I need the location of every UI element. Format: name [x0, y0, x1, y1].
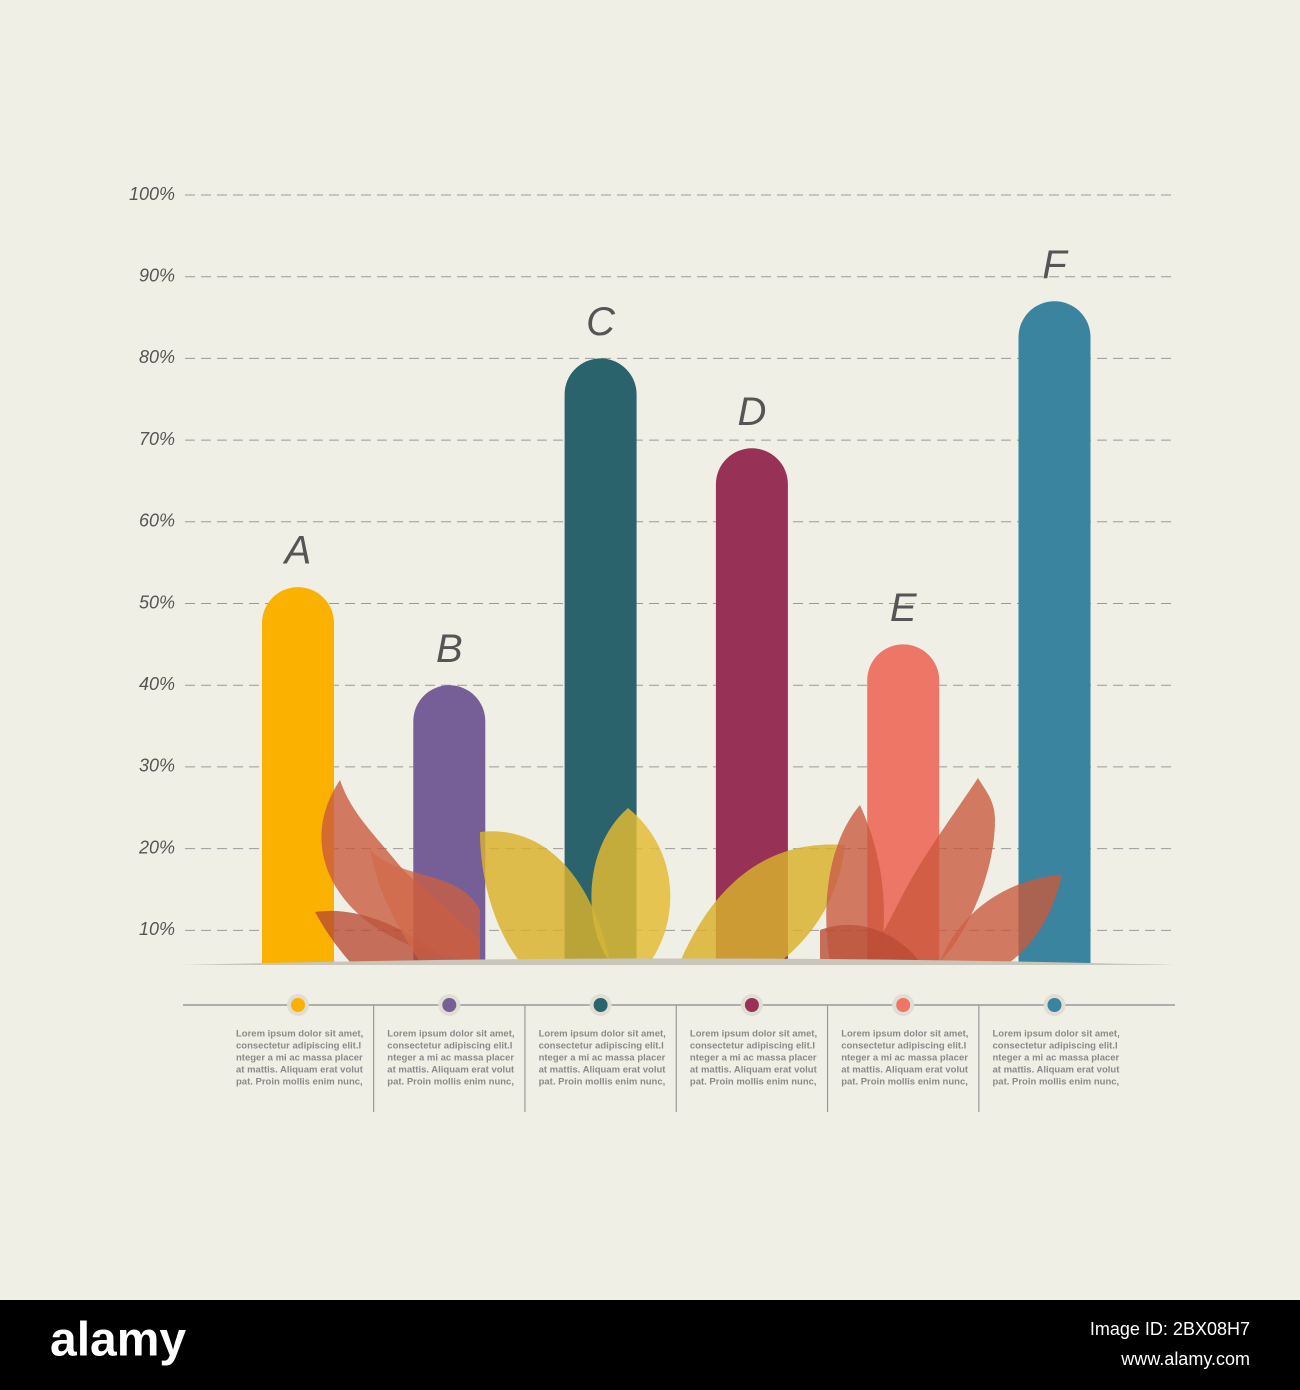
description-line: at mattis. Aliquam erat volut	[993, 1065, 1121, 1076]
description-line: consectetur adipiscing elit.I	[841, 1041, 966, 1052]
description-line: nteger a mi ac massa placer	[539, 1053, 666, 1064]
legend-dot	[744, 998, 759, 1012]
description-line: Lorem ipsum dolor sit amet,	[841, 1029, 968, 1040]
footer-brand: alamy	[50, 1314, 186, 1367]
description-line: nteger a mi ac massa placer	[387, 1053, 514, 1064]
y-tick-label: 20%	[138, 837, 175, 857]
description-line: pat. Proin mollis enim nunc,	[387, 1077, 514, 1088]
y-tick-label: 70%	[139, 429, 175, 449]
description-line: at mattis. Aliquam erat volut	[841, 1065, 969, 1076]
description-line: pat. Proin mollis enim nunc,	[993, 1077, 1120, 1088]
y-tick-label: 100%	[129, 184, 175, 204]
legend-dot	[896, 998, 911, 1012]
description-line: consectetur adipiscing elit.I	[690, 1041, 815, 1052]
y-tick-label: 30%	[139, 756, 175, 776]
y-tick-label: 90%	[139, 265, 175, 285]
category-label: B	[436, 627, 463, 671]
description-line: at mattis. Aliquam erat volut	[539, 1065, 667, 1076]
description-line: Lorem ipsum dolor sit amet,	[387, 1029, 514, 1040]
category-label: A	[283, 529, 312, 573]
category-label: D	[737, 390, 766, 434]
footer-image-id: Image ID: 2BX08H7	[1090, 1319, 1250, 1339]
description-line: consectetur adipiscing elit.I	[993, 1041, 1118, 1052]
category-label: F	[1042, 243, 1069, 287]
footer-bar	[0, 1300, 1300, 1390]
description-line: at mattis. Aliquam erat volut	[236, 1065, 364, 1076]
y-tick-label: 50%	[139, 592, 175, 612]
y-tick-label: 60%	[139, 511, 175, 531]
y-tick-label: 10%	[139, 919, 175, 939]
bar	[715, 448, 788, 963]
legend-dot	[1047, 998, 1062, 1012]
description-line: nteger a mi ac massa placer	[690, 1053, 817, 1064]
description-line: nteger a mi ac massa placer	[236, 1053, 363, 1064]
decoration-leaves	[315, 778, 1062, 962]
footer-url: www.alamy.com	[1120, 1349, 1250, 1369]
category-label: E	[890, 586, 918, 630]
legend-dot	[442, 998, 457, 1012]
description-line: nteger a mi ac massa placer	[841, 1053, 968, 1064]
description-line: Lorem ipsum dolor sit amet,	[539, 1029, 666, 1040]
description-line: Lorem ipsum dolor sit amet,	[236, 1029, 363, 1040]
description-line: consectetur adipiscing elit.I	[236, 1041, 361, 1052]
category-label: C	[586, 300, 616, 344]
description-line: pat. Proin mollis enim nunc,	[690, 1077, 817, 1088]
bar	[262, 587, 334, 963]
y-tick-label: 80%	[139, 347, 175, 367]
description-line: Lorem ipsum dolor sit amet,	[690, 1029, 817, 1040]
description-line: pat. Proin mollis enim nunc,	[539, 1077, 666, 1088]
y-tick-label: 40%	[139, 674, 175, 694]
legend-dot	[593, 998, 608, 1012]
bar	[564, 358, 637, 963]
description-line: consectetur adipiscing elit.I	[539, 1041, 664, 1052]
baseline-shadow	[183, 958, 1175, 965]
description-line: at mattis. Aliquam erat volut	[690, 1065, 818, 1076]
description-line: nteger a mi ac massa placer	[993, 1053, 1120, 1064]
bar	[1018, 301, 1091, 963]
description-line: consectetur adipiscing elit.I	[387, 1041, 512, 1052]
legend-dot	[291, 998, 305, 1012]
description-line: Lorem ipsum dolor sit amet,	[993, 1029, 1120, 1040]
description-line: pat. Proin mollis enim nunc,	[236, 1077, 363, 1088]
description-line: at mattis. Aliquam erat volut	[387, 1065, 515, 1076]
description-line: pat. Proin mollis enim nunc,	[841, 1077, 968, 1088]
